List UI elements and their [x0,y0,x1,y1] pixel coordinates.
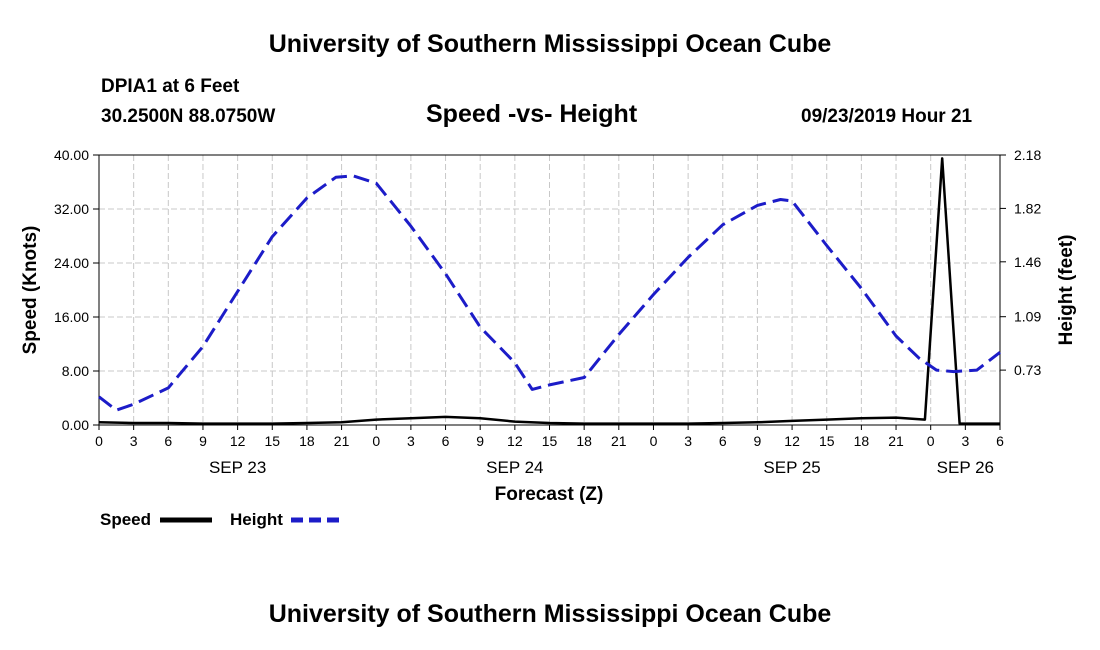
y-left-tick-label: 16.00 [54,309,89,325]
x-tick-label: 15 [264,433,280,449]
footer-title: University of Southern Mississippi Ocean… [268,600,832,628]
x-tick-label: 0 [95,433,103,449]
x-tick-label: 6 [996,433,1004,449]
x-tick-label: 9 [199,433,207,449]
x-tick-label: 3 [407,433,415,449]
x-tick-label: 21 [611,433,627,449]
series-line-height [98,174,1001,412]
legend-height-label: Height [230,510,283,529]
x-tick-label: 12 [507,433,523,449]
legend: Speed Height [100,510,343,529]
x-date-label: SEP 26 [937,458,994,477]
y-left-tick-label: 8.00 [62,363,89,379]
grid [99,155,1000,425]
station-coordinates: 30.2500N 88.0750W [101,106,276,127]
legend-speed-label: Speed [100,510,151,529]
series-line-speed [98,157,1000,425]
x-tick-label: 9 [754,433,762,449]
y-axis-left-title: Speed (Knots) [20,226,41,355]
x-tick-label: 12 [784,433,800,449]
station-name: DPIA1 at 6 Feet [101,76,240,97]
x-tick-label: 15 [542,433,558,449]
y-right-tick-label: 1.46 [1014,254,1041,270]
y-left-tick-label: 32.00 [54,201,89,217]
x-axis-title: Forecast (Z) [495,484,604,505]
y-left-tick-label: 24.00 [54,255,89,271]
x-tick-label: 12 [230,433,246,449]
x-tick-label: 18 [576,433,592,449]
page-title: University of Southern Mississippi Ocean… [268,30,832,58]
y-axis-right-title: Height (feet) [1056,235,1077,346]
x-tick-label: 0 [650,433,658,449]
x-date-label: SEP 23 [209,458,266,477]
x-tick-label: 6 [442,433,450,449]
y-right-tick-label: 2.18 [1014,147,1041,163]
chart-subtitle: Speed -vs- Height [426,100,638,128]
y-left-tick-label: 0.00 [62,417,89,433]
y-right-tick-label: 1.82 [1014,200,1041,216]
x-tick-label: 3 [684,433,692,449]
x-tick-label: 3 [130,433,138,449]
x-tick-label: 21 [888,433,904,449]
x-tick-label: 3 [961,433,969,449]
x-date-label: SEP 24 [486,458,543,477]
y-right-tick-label: 1.09 [1014,309,1041,325]
x-tick-label: 6 [164,433,172,449]
y-right-tick-label: 0.73 [1014,362,1041,378]
forecast-datetime: 09/23/2019 Hour 21 [801,106,973,127]
x-tick-label: 21 [334,433,350,449]
x-tick-label: 18 [854,433,870,449]
x-tick-label: 0 [927,433,935,449]
y-left-tick-label: 40.00 [54,147,89,163]
x-tick-label: 18 [299,433,315,449]
x-tick-label: 15 [819,433,835,449]
x-tick-label: 9 [476,433,484,449]
axes: 0 3 6 9 12 15 18 21 0 3 6 9 12 15 18 21 0 3 6 9 12 15 18 21 0 3 6S… [54,147,1042,477]
series [98,157,1001,425]
axis-labels: Forecast (Z) Speed (Knots) Height (feet) [20,226,1077,505]
x-tick-label: 0 [372,433,380,449]
x-date-label: SEP 25 [763,458,820,477]
x-tick-label: 6 [719,433,727,449]
